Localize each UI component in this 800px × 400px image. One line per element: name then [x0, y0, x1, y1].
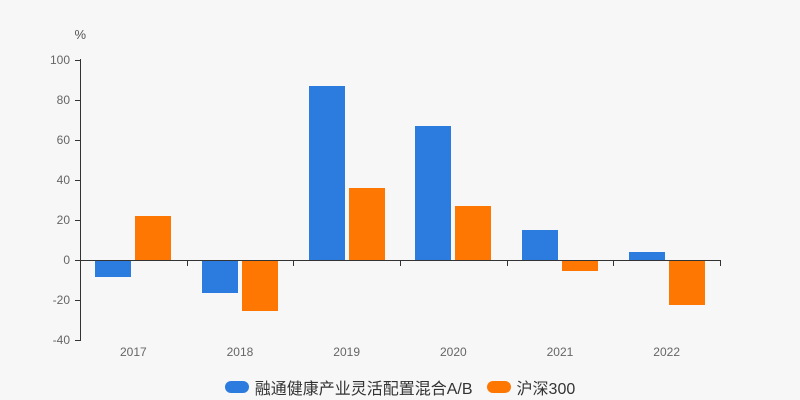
y-axis-tick — [75, 220, 80, 221]
bar-series2-2022 — [668, 261, 705, 305]
legend-swatch-icon — [486, 381, 511, 393]
y-axis-tick — [75, 140, 80, 141]
y-axis-unit-label: % — [74, 27, 86, 42]
x-axis-label: 2021 — [546, 345, 574, 359]
x-axis-label: 2017 — [119, 345, 147, 359]
bar-series2-2017 — [135, 216, 172, 260]
bar-series2-2018 — [242, 261, 278, 311]
y-axis-tick — [75, 300, 80, 301]
x-axis-label: 2022 — [653, 345, 680, 359]
x-axis-label: 2018 — [226, 345, 254, 359]
y-axis-tick — [75, 100, 80, 101]
x-axis-label: 2019 — [333, 345, 360, 359]
legend: 融通健康产业灵活配置混合A/B 沪深300 — [0, 376, 800, 398]
x-axis-tick — [293, 261, 295, 266]
bar-series1-2022 — [628, 252, 665, 260]
bar-series2-2021 — [562, 261, 598, 271]
y-axis-label: 100 — [49, 53, 70, 67]
y-axis-label: 80 — [56, 93, 70, 107]
bar-series1-2021 — [522, 230, 558, 260]
legend-item-series2[interactable]: 沪深300 — [486, 375, 576, 399]
x-axis-tick — [720, 261, 721, 266]
y-axis-label: 0 — [63, 253, 70, 267]
x-axis-tick — [506, 261, 508, 266]
y-axis-tick — [75, 60, 80, 61]
legend-item-series1[interactable]: 融通健康产业灵活配置混合A/B — [224, 375, 473, 399]
x-axis-tick — [613, 261, 615, 266]
y-axis-tick — [75, 180, 80, 181]
y-axis-tick — [75, 260, 80, 261]
legend-swatch-icon — [224, 381, 249, 393]
y-axis-label: 20 — [56, 213, 70, 227]
y-axis-line — [80, 59, 81, 341]
x-axis-tick — [400, 261, 401, 266]
bar-series1-2019 — [308, 86, 345, 260]
x-axis-label: 2020 — [439, 345, 467, 359]
bar-series2-2019 — [348, 188, 385, 260]
y-axis-label: 40 — [56, 173, 70, 187]
y-axis-label: 60 — [56, 133, 70, 147]
x-axis-line — [80, 260, 721, 261]
bar-series2-2020 — [455, 206, 492, 260]
x-axis-tick — [186, 261, 188, 266]
bar-series1-2017 — [95, 261, 132, 277]
legend-label: 沪深300 — [516, 381, 576, 398]
bar-series1-2020 — [415, 126, 452, 260]
y-axis-label: -40 — [52, 333, 70, 347]
legend-label: 融通健康产业灵活配置混合A/B — [254, 381, 473, 398]
bar-series1-2018 — [202, 261, 238, 293]
x-axis-tick — [80, 261, 81, 266]
y-axis-label: -20 — [52, 293, 70, 307]
y-axis-tick — [75, 340, 80, 341]
